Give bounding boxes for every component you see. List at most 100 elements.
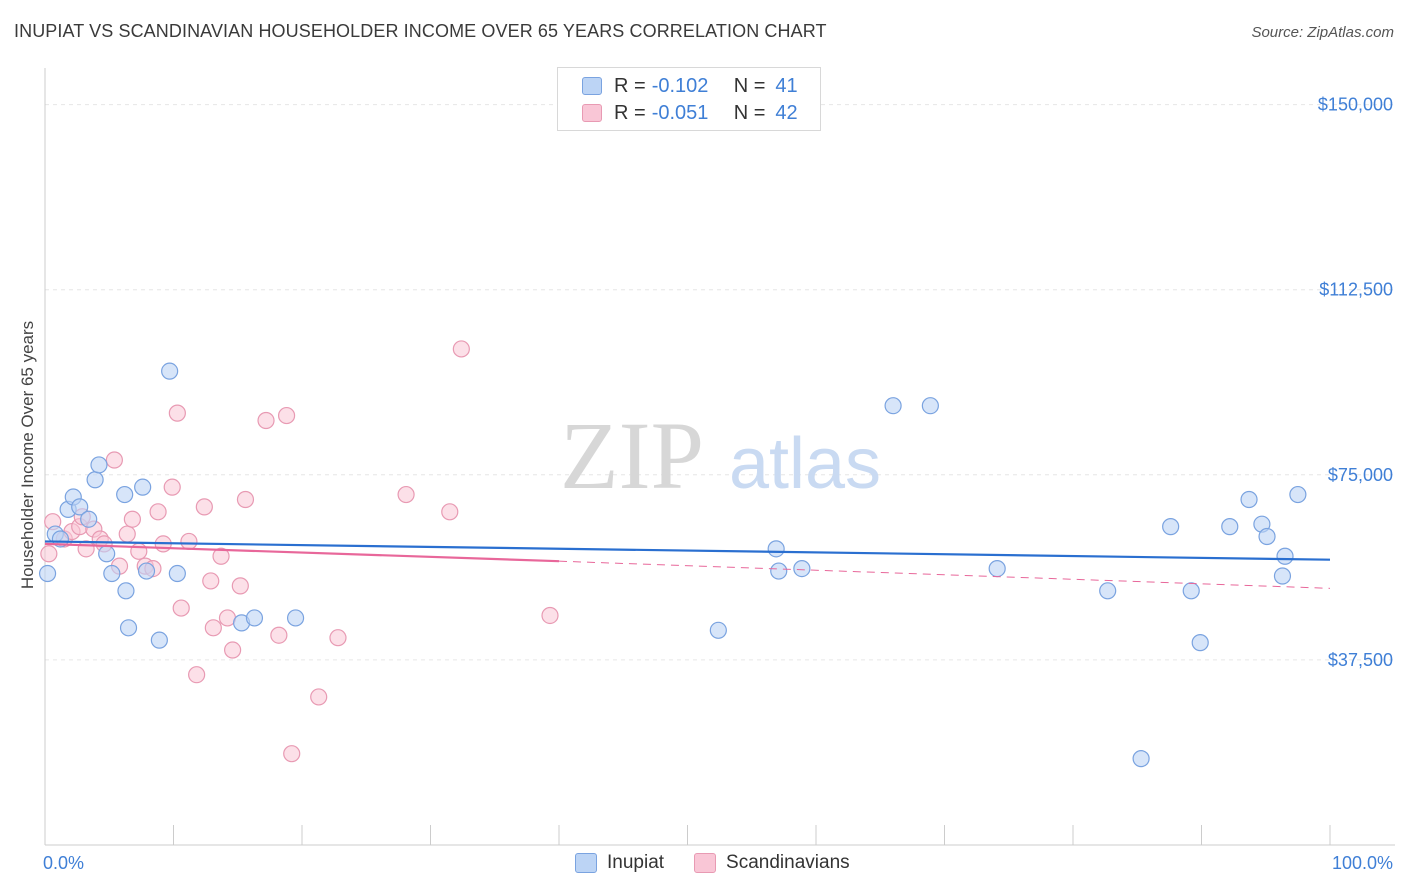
x-tick-label-max: 100.0%	[1332, 853, 1393, 873]
inupiat-point	[1162, 518, 1180, 536]
y-tick-label: $112,500	[1319, 280, 1393, 300]
legend-n-value: 41	[775, 74, 798, 97]
scandinavians-point	[163, 478, 181, 496]
inupiat-point	[988, 559, 1006, 578]
inupiat-trend-line	[44, 540, 1331, 561]
scandinavians-point	[397, 485, 415, 504]
inupiat-point	[1099, 582, 1117, 600]
scandinavians-point	[236, 490, 255, 509]
y-tick-label: $150,000	[1318, 95, 1393, 115]
scandinavians-point	[77, 540, 95, 558]
scandinavians-point	[188, 666, 206, 684]
inupiat-point	[1191, 634, 1209, 652]
scandinavians-point	[149, 503, 167, 521]
scandinavians-point	[172, 599, 190, 617]
inupiat-point	[286, 609, 305, 627]
scandinavians-point	[105, 451, 123, 469]
legend-r-value: -0.051	[651, 101, 709, 124]
inupiat-point	[90, 456, 108, 474]
inupiat-point	[80, 510, 98, 528]
legend-item-scandinavians: Scandinavians	[694, 852, 850, 874]
scandinavians-point	[231, 577, 249, 595]
scandinavians-trend-line	[44, 542, 560, 563]
legend-r-value: -0.102	[651, 74, 709, 97]
scandinavians-swatch	[582, 104, 602, 122]
legend-r-label: R =	[614, 74, 646, 97]
inupiat-point	[767, 540, 785, 558]
trend-lines	[44, 540, 1331, 589]
scandinavians-point	[452, 340, 470, 358]
scandinavians-point	[277, 406, 296, 425]
series-legend: Inupiat Scandinavians	[575, 852, 880, 874]
scandinavians-point	[270, 626, 288, 644]
inupiat-point	[770, 562, 788, 580]
inupiat-point	[1273, 567, 1292, 585]
inupiat-point	[86, 471, 104, 489]
legend-n-label: N =	[733, 101, 766, 124]
inupiat-legend-swatch	[575, 853, 597, 873]
axes	[44, 68, 1395, 846]
inupiat-point	[98, 545, 116, 563]
inupiat-point	[38, 564, 57, 583]
scandinavians-point	[123, 510, 141, 528]
y-tick-label: $37,500	[1328, 650, 1393, 670]
scandinavians-point	[118, 525, 136, 543]
y-tick-labels: $37,500 $75,000 $112,500 $150,000	[1318, 95, 1393, 670]
inupiat-point	[150, 631, 168, 649]
scandinavians-legend-label: Scandinavians	[726, 852, 850, 873]
scandinavians-point	[180, 532, 198, 551]
inupiat-point	[134, 478, 152, 496]
legend-n-label: N =	[733, 74, 766, 97]
inupiat-point	[116, 485, 134, 504]
y-tick-label: $75,000	[1328, 465, 1393, 485]
chart-title: INUPIAT VS SCANDINAVIAN HOUSEHOLDER INCO…	[14, 21, 827, 41]
inupiat-point	[71, 498, 89, 516]
inupiat-point	[1276, 547, 1294, 565]
inupiat-point	[921, 397, 939, 415]
watermark: ZIP atlas	[560, 402, 881, 509]
scandinavians-point	[40, 545, 58, 563]
inupiat-legend-label: Inupiat	[607, 852, 665, 873]
inupiat-point	[709, 621, 727, 639]
inupiat-swatch	[582, 77, 602, 95]
inupiat-point	[1289, 485, 1307, 504]
inupiat-point	[117, 582, 135, 600]
scandinavians-legend-swatch	[694, 853, 717, 873]
inupiat-point	[1258, 527, 1276, 546]
legend-row-inupiat: R = -0.102 N = 41	[582, 74, 798, 98]
scandinavians-point	[130, 542, 148, 560]
scandinavians-trend-extrapolated	[558, 560, 1331, 589]
legend-item-inupiat: Inupiat	[575, 852, 664, 874]
watermark-atlas: atlas	[729, 424, 881, 504]
watermark-zip: ZIP	[560, 402, 704, 509]
inupiat-point	[161, 362, 179, 380]
scandinavians-point	[202, 572, 220, 590]
scandinavians-point	[195, 498, 213, 516]
inupiat-point	[245, 609, 264, 627]
scandinavians-point	[283, 745, 301, 763]
inupiat-point	[1221, 518, 1239, 536]
scandinavians-point	[257, 411, 275, 430]
scandinavians-point	[541, 606, 559, 625]
inupiat-point	[1240, 490, 1258, 509]
inupiat-point	[1182, 582, 1200, 600]
legend-n-value: 42	[775, 101, 798, 124]
inupiat-point	[51, 530, 70, 548]
inupiat-point	[119, 619, 138, 637]
scandinavians-point	[329, 629, 347, 647]
scandinavians-point	[204, 619, 222, 637]
inupiat-point	[103, 564, 121, 583]
legend-row-scandinavians: R = -0.051 N = 42	[582, 101, 798, 125]
correlation-legend: R = -0.102 N = 41 R = -0.051 N = 42	[557, 67, 821, 131]
scandinavians-point	[441, 503, 459, 521]
inupiat-points	[38, 362, 1307, 768]
scandinavians-point	[212, 547, 230, 565]
inupiat-point	[884, 397, 902, 415]
x-tick-labels: 0.0% 100.0%	[43, 853, 1393, 873]
legend-r-label: R =	[614, 101, 646, 124]
scandinavians-point	[310, 688, 328, 706]
inupiat-point	[137, 562, 156, 580]
scandinavians-point	[168, 404, 186, 422]
scandinavians-points	[40, 340, 559, 763]
